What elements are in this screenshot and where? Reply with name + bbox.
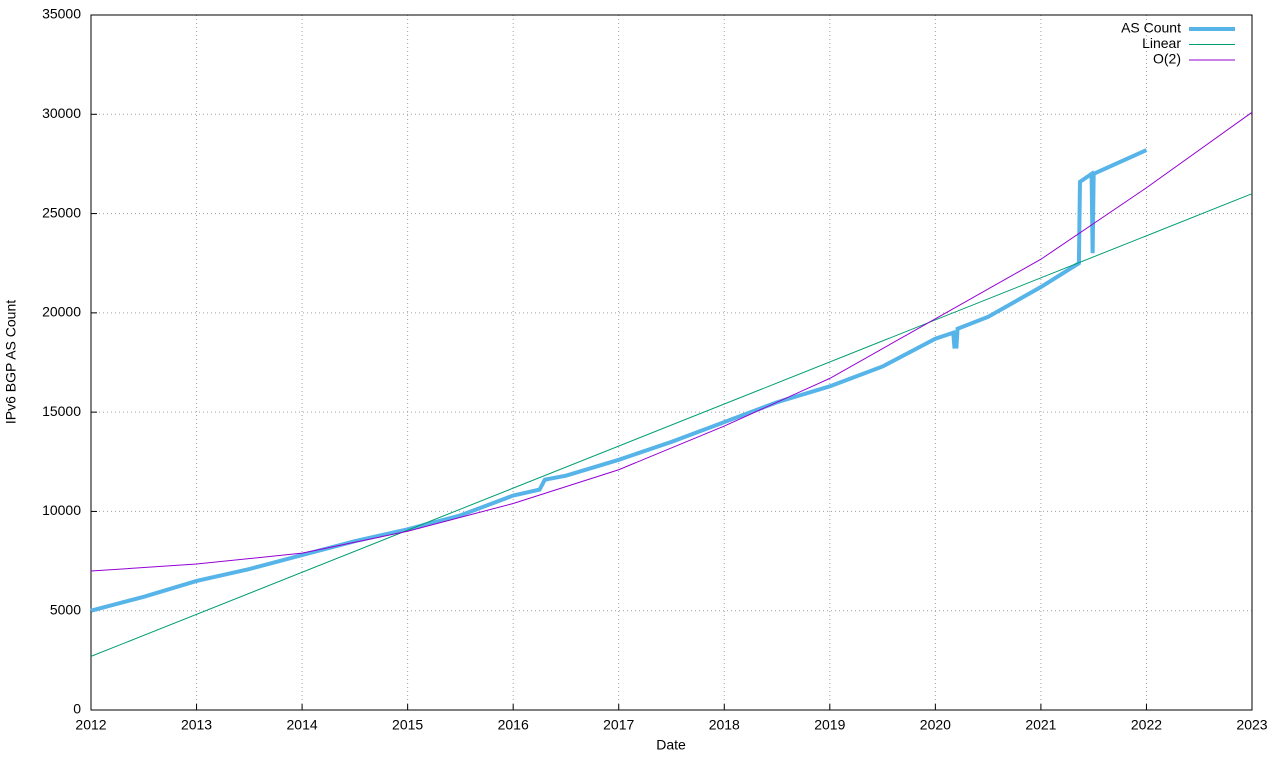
x-tick-label: 2013 [181, 717, 212, 733]
y-tick-label: 25000 [42, 204, 81, 220]
y-tick-label: 0 [73, 701, 81, 717]
x-tick-label: 2019 [814, 717, 845, 733]
y-tick-label: 10000 [42, 502, 81, 518]
x-tick-label: 2015 [392, 717, 423, 733]
y-tick-label: 30000 [42, 105, 81, 121]
x-tick-label: 2014 [287, 717, 318, 733]
legend-label: Linear [1142, 35, 1181, 51]
plot-frame [90, 14, 1253, 711]
y-axis-label: IPv6 BGP AS Count [3, 300, 19, 424]
y-tick-label: 35000 [42, 6, 81, 22]
x-tick-label: 2023 [1236, 717, 1267, 733]
series-line [90, 193, 1253, 657]
x-tick-label: 2012 [75, 717, 106, 733]
series-line [90, 111, 1253, 572]
x-tick-label: 2022 [1131, 717, 1162, 733]
x-tick-label: 2016 [498, 717, 529, 733]
x-tick-label: 2018 [709, 717, 740, 733]
legend-label: AS Count [1121, 20, 1181, 36]
y-tick-label: 5000 [50, 601, 81, 617]
x-tick-label: 2021 [1025, 717, 1056, 733]
x-tick-label: 2017 [603, 717, 634, 733]
x-tick-label: 2020 [920, 717, 951, 733]
x-axis-label: Date [656, 737, 686, 753]
y-tick-label: 15000 [42, 403, 81, 419]
y-tick-label: 20000 [42, 304, 81, 320]
legend-label: O(2) [1153, 51, 1181, 67]
